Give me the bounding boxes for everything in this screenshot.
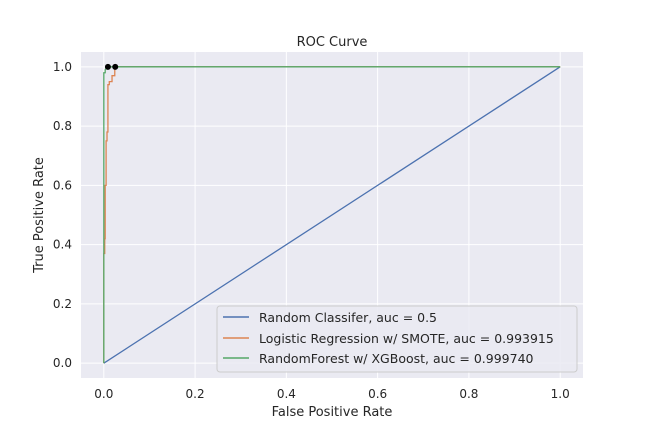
series-line-logreg (103, 66, 561, 364)
y-tick-label: 0.0 (53, 356, 72, 370)
marker-layer (104, 63, 119, 70)
x-tick-label: 0.2 (186, 387, 205, 401)
x-tick-label: 0.6 (368, 387, 387, 401)
series-line-rf (103, 66, 561, 364)
y-tick-labels: 0.0 0.2 0.4 0.6 0.8 1.0 (53, 60, 72, 370)
legend: Random Classifer, auc = 0.5 Logistic Reg… (216, 305, 578, 373)
x-axis-label: False Positive Rate (272, 405, 393, 420)
threshold-marker-1 (112, 63, 119, 70)
chart-title: ROC Curve (297, 35, 368, 50)
y-tick-label: 0.2 (53, 297, 72, 311)
x-tick-labels: 0.0 0.2 0.4 0.6 0.8 1.0 (94, 387, 569, 401)
y-axis-label: True Positive Rate (32, 157, 47, 274)
grid (81, 52, 583, 378)
series-layer (103, 66, 561, 364)
threshold-marker-0 (104, 63, 111, 70)
series-line-random (103, 66, 561, 364)
y-tick-label: 1.0 (53, 60, 72, 74)
x-tick-label: 0.8 (459, 387, 478, 401)
legend-entry-random: Random Classifer, auc = 0.5 (259, 310, 437, 325)
legend-entry-logreg: Logistic Regression w/ SMOTE, auc = 0.99… (259, 331, 554, 346)
legend-entry-rf: RandomForest w/ XGBoost, auc = 0.999740 (259, 351, 534, 366)
x-tick-label: 0.0 (94, 387, 113, 401)
x-tick-label: 1.0 (551, 387, 570, 401)
y-tick-label: 0.4 (53, 238, 72, 252)
y-tick-label: 0.8 (53, 119, 72, 133)
legend-box (216, 305, 578, 373)
y-tick-label: 0.6 (53, 178, 72, 192)
x-tick-label: 0.4 (277, 387, 296, 401)
